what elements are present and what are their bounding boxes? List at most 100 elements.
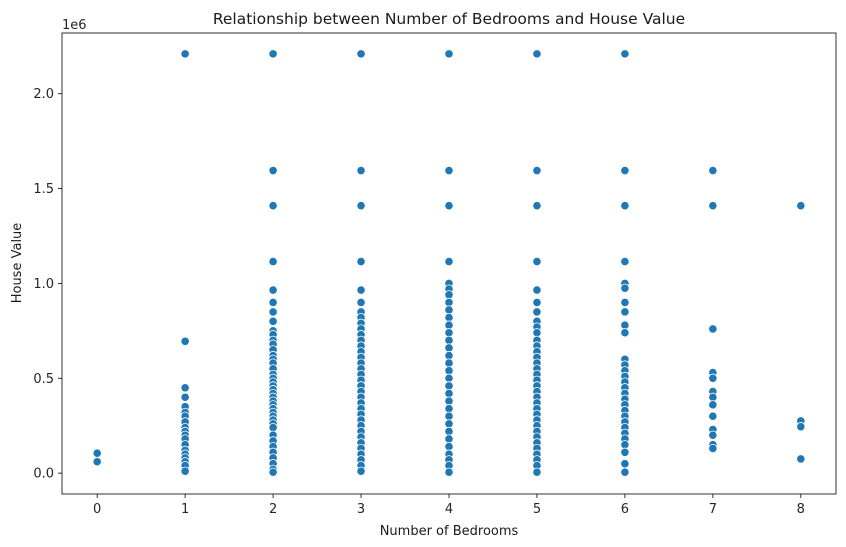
- x-tick-label: 7: [709, 502, 717, 517]
- scatter-point: [444, 419, 454, 429]
- y-axis-title: House Value: [10, 223, 25, 304]
- scatter-point: [268, 49, 278, 59]
- scatter-point: [356, 285, 366, 295]
- scatter-point: [444, 328, 454, 338]
- scatter-point: [444, 373, 454, 383]
- scatter-point: [444, 388, 454, 399]
- scatter-point: [268, 201, 278, 211]
- scatter-point: [620, 49, 630, 59]
- scatter-point: [532, 201, 542, 211]
- x-tick-label: 1: [181, 502, 189, 517]
- x-tick-label: 5: [533, 502, 541, 517]
- scatter-point: [444, 335, 454, 345]
- scatter-point: [444, 381, 454, 391]
- scatter-point: [444, 350, 454, 361]
- y-tick-label: 2.0: [33, 87, 54, 102]
- scatter-point: [180, 336, 190, 346]
- scatter-point: [444, 257, 454, 267]
- scatter-point: [444, 201, 454, 211]
- scatter-point: [356, 49, 366, 59]
- scatter-point: [180, 49, 190, 59]
- scatter-point: [444, 434, 454, 444]
- chart-title: Relationship between Number of Bedrooms …: [213, 10, 685, 28]
- scatter-point: [92, 457, 102, 467]
- scatter-point: [708, 430, 718, 440]
- scatter-point: [444, 305, 454, 315]
- scatter-point: [620, 257, 630, 267]
- scatter-point: [268, 257, 278, 267]
- scatter-point: [444, 165, 454, 176]
- scatter-point: [532, 285, 542, 295]
- scatter-point: [180, 383, 190, 393]
- scatter-point: [356, 165, 366, 176]
- scatter-point: [708, 373, 718, 383]
- scatter-point: [532, 297, 542, 307]
- scatter-point: [444, 467, 454, 477]
- x-tick-label: 0: [93, 502, 101, 517]
- scatter-point: [356, 297, 366, 307]
- y-axis-ticks: 0.0 0.5 1.0 1.5 2.0: [33, 87, 62, 482]
- scatter-point: [620, 283, 630, 293]
- scatter-point: [796, 454, 806, 464]
- scatter-point: [620, 297, 630, 307]
- plot-frame: [61, 32, 837, 495]
- scatter-point: [532, 165, 542, 176]
- scatter-point: [356, 201, 366, 211]
- y-tick-label: 0.5: [33, 372, 54, 387]
- scatter-point: [92, 448, 102, 458]
- scatter-point: [620, 459, 630, 469]
- x-tick-label: 4: [445, 502, 453, 517]
- scatter-point: [444, 343, 454, 353]
- scatter-point: [620, 165, 630, 176]
- scatter-point: [444, 290, 454, 300]
- x-tick-label: 8: [797, 502, 805, 517]
- scatter-point: [708, 201, 718, 211]
- scatter-point: [444, 366, 454, 376]
- scatter-point: [796, 201, 806, 211]
- scatter-point: [708, 443, 718, 454]
- scatter-point: [268, 423, 278, 433]
- x-axis-title: Number of Bedrooms: [380, 524, 519, 539]
- y-offset-label: 1e6: [62, 18, 87, 33]
- scatter-point: [268, 297, 278, 307]
- scatter-point: [180, 392, 190, 402]
- scatter-point: [356, 257, 366, 267]
- scatter-point: [356, 466, 366, 476]
- scatter-point: [444, 49, 454, 59]
- scatter-point: [620, 320, 630, 330]
- scatter-point: [708, 165, 718, 176]
- scatter-point: [708, 411, 718, 421]
- scatter-point: [620, 447, 630, 457]
- scatter-point: [532, 307, 542, 317]
- scatter-point: [796, 422, 806, 432]
- y-tick-label: 1.5: [33, 182, 54, 197]
- y-tick-label: 0.0: [33, 467, 54, 482]
- scatter-point: [620, 467, 630, 477]
- scatter-point: [444, 404, 454, 414]
- scatter-point: [708, 324, 718, 334]
- x-tick-label: 2: [269, 502, 277, 517]
- scatter-point: [620, 440, 630, 450]
- scatter-point: [268, 285, 278, 295]
- x-tick-label: 3: [357, 502, 365, 517]
- scatter-point: [708, 400, 718, 410]
- y-tick-label: 1.0: [33, 277, 54, 292]
- scatter-point: [180, 466, 190, 476]
- scatter-point: [620, 201, 630, 211]
- scatter-point: [444, 312, 454, 323]
- scatter-point: [268, 307, 278, 317]
- scatter-point: [620, 328, 630, 338]
- scatter-point: [444, 396, 454, 406]
- scatter-point: [268, 165, 278, 176]
- scatter-point: [532, 257, 542, 267]
- scatter-point: [444, 411, 454, 421]
- scatter-point: [444, 441, 454, 452]
- scatter-point: [268, 316, 278, 326]
- scatter-point: [620, 307, 630, 317]
- scatter-point: [444, 358, 454, 368]
- scatter-point: [444, 297, 454, 307]
- scatter-point: [532, 467, 542, 477]
- scatter-point: [532, 328, 542, 338]
- scatter-point: [444, 320, 454, 330]
